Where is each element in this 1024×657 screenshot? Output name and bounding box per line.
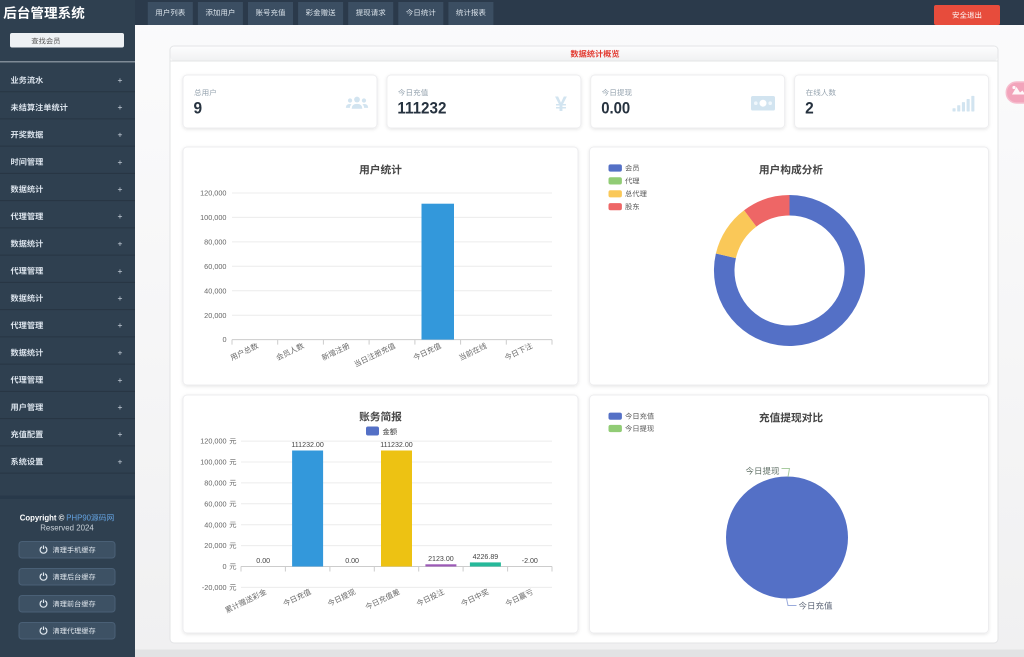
svg-text:111232.00: 111232.00	[380, 441, 413, 449]
svg-text:+: +	[118, 457, 123, 467]
svg-text:9: 9	[194, 99, 203, 118]
svg-text:+: +	[118, 429, 123, 439]
svg-text:0.00: 0.00	[345, 557, 359, 565]
svg-text:111232: 111232	[397, 99, 446, 118]
svg-text:100,000: 100,000	[200, 213, 226, 222]
svg-text:0: 0	[223, 562, 227, 571]
svg-text:+: +	[118, 157, 123, 167]
svg-text:2: 2	[805, 99, 814, 118]
svg-text:+: +	[118, 102, 123, 112]
svg-text:+: +	[118, 375, 123, 385]
svg-text:100,000: 100,000	[200, 458, 226, 467]
svg-text:60,000: 60,000	[204, 262, 226, 271]
svg-text:¥: ¥	[555, 92, 567, 116]
svg-text:+: +	[118, 320, 123, 330]
svg-text:+: +	[118, 266, 123, 276]
svg-text:0: 0	[222, 335, 226, 344]
svg-text:-20,000: -20,000	[202, 583, 227, 592]
svg-text:40,000: 40,000	[204, 520, 226, 529]
svg-text:60,000: 60,000	[204, 499, 226, 508]
svg-text:120,000: 120,000	[200, 189, 226, 198]
svg-text:2123.00: 2123.00	[428, 555, 454, 563]
svg-text:20,000: 20,000	[204, 541, 226, 550]
svg-text:+: +	[118, 184, 123, 194]
svg-text:40,000: 40,000	[204, 286, 226, 295]
svg-text:+: +	[118, 211, 123, 221]
svg-text:+: +	[118, 348, 123, 358]
svg-text:+: +	[118, 239, 123, 249]
svg-text:80,000: 80,000	[204, 238, 226, 247]
svg-text:0.00: 0.00	[601, 99, 630, 118]
svg-text:111232.00: 111232.00	[291, 441, 324, 449]
svg-text:+: +	[118, 293, 123, 303]
svg-text:+: +	[118, 130, 123, 140]
svg-text:4226.89: 4226.89	[473, 553, 499, 561]
svg-text:Reserved 2024: Reserved 2024	[40, 524, 94, 533]
svg-text:Copyright ©: Copyright ©	[20, 514, 65, 523]
svg-text:PHP90: PHP90	[66, 514, 91, 523]
svg-text:20,000: 20,000	[204, 311, 226, 320]
svg-text:80,000: 80,000	[204, 479, 226, 488]
svg-text:0.00: 0.00	[256, 557, 270, 565]
svg-text:120,000: 120,000	[200, 437, 226, 446]
svg-text:+: +	[118, 75, 123, 85]
svg-text:-2.00: -2.00	[522, 557, 538, 565]
svg-text:+: +	[118, 402, 123, 412]
